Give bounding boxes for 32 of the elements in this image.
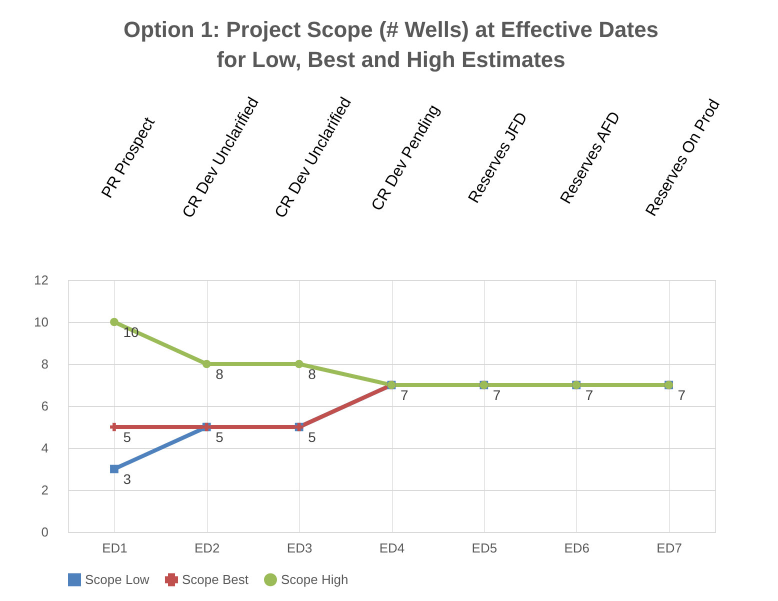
y-tick-label: 10 (34, 314, 48, 330)
y-tick-label: 8 (41, 356, 48, 372)
data-label: 7 (492, 387, 501, 403)
data-label: 8 (216, 366, 224, 382)
data-label: 5 (123, 429, 132, 445)
data-label: 5 (216, 429, 224, 445)
data-label: 7 (585, 387, 594, 403)
y-tick-label: 6 (41, 398, 48, 414)
point (110, 464, 118, 474)
data-label: 5 (308, 429, 316, 445)
x-tick-label: ED7 (656, 540, 682, 556)
data-label: 8 (308, 366, 316, 382)
x-tick-label: ED3 (286, 540, 312, 556)
data-label: 3 (123, 471, 132, 487)
data-label: 7 (400, 387, 408, 403)
y-tick-label: 4 (41, 440, 48, 456)
x-tick-label: ED4 (379, 540, 405, 556)
data-label: 7 (678, 387, 686, 403)
x-tick-label: ED5 (472, 540, 498, 556)
chart-title: Option 1: Project Scope (# Wells) at Effective Dates for Low, Best and High Estimates (123, 17, 659, 72)
y-tick-label: 0 (41, 524, 48, 540)
x-tick-label: ED6 (564, 540, 590, 556)
x-tick-label: ED1 (102, 540, 128, 556)
y-tick-label: 12 (34, 272, 48, 288)
point (294, 360, 304, 368)
legend-label: Scope High (281, 572, 348, 587)
point (110, 318, 118, 326)
x-tick-label: ED2 (194, 540, 220, 556)
legend-label: Scope Low (85, 572, 150, 587)
point (202, 360, 211, 368)
y-tick-label: 2 (41, 482, 48, 498)
legend-label: Scope Best (182, 572, 249, 587)
